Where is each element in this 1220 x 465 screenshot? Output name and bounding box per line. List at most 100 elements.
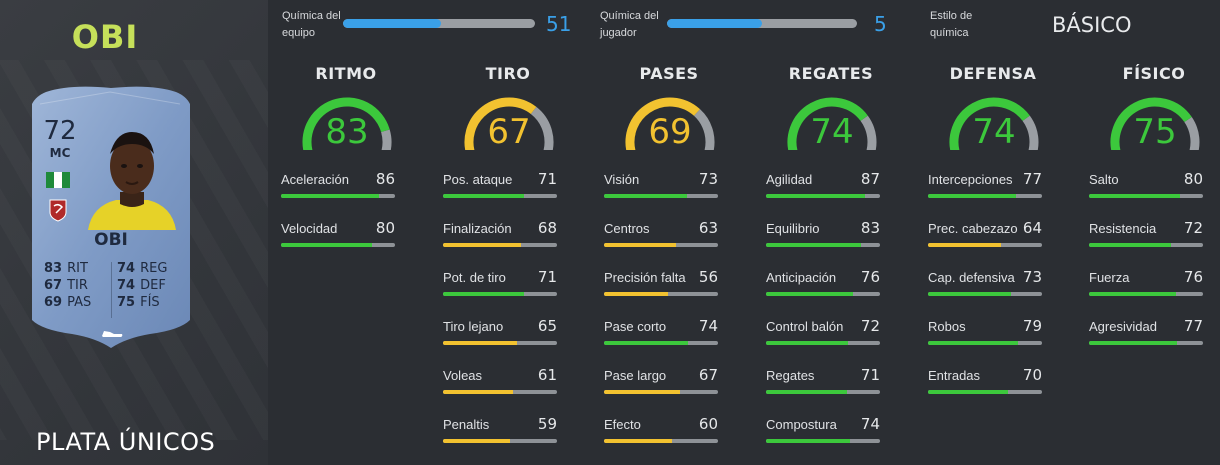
card-overall-rating: 72	[43, 116, 77, 146]
sub-stat-bar	[1089, 243, 1203, 247]
sub-stat-bar-fill	[604, 243, 676, 247]
sub-stat-bar	[281, 243, 395, 247]
sub-stat-name: Pot. de tiro	[443, 270, 506, 285]
sub-stat-name: Agresividad	[1089, 319, 1157, 334]
category-title: DEFENSA	[949, 64, 1037, 83]
sub-stat-name: Regates	[766, 368, 815, 383]
card-position: MC	[49, 146, 71, 160]
sub-stat-bar	[443, 341, 557, 345]
card-version-label: PLATA ÚNICOS	[36, 428, 216, 456]
sub-stat-bar-fill	[604, 439, 673, 443]
sub-stat-row: Finalización 68	[443, 219, 557, 268]
sub-stat-bar-fill	[928, 243, 1001, 247]
sub-stat-name: Resistencia	[1089, 221, 1157, 236]
nigeria-flag-icon	[46, 172, 70, 188]
card-stat-fis: 75 FÍS	[117, 295, 160, 310]
chemistry-style-value[interactable]: BÁSICO	[1052, 13, 1132, 37]
sub-stat-bar-fill	[443, 194, 524, 198]
team-chemistry-bar	[343, 19, 535, 28]
sub-stats-list: Agilidad 87 Equilibrio 83 Anticipación 76 Cont…	[766, 170, 880, 464]
sub-stat-bar-fill	[604, 341, 689, 345]
category-value: 75	[1133, 112, 1177, 152]
sub-stat-value: 80	[1183, 170, 1203, 188]
sub-stat-name: Precisión falta	[604, 270, 686, 285]
sub-stat-bar	[604, 292, 718, 296]
sub-stats-list: Intercepciones 77 Prec. cabezazo 64 Cap. def…	[928, 170, 1042, 415]
sub-stat-name: Efecto	[604, 417, 641, 432]
sub-stat-row: Equilibrio 83	[766, 219, 880, 268]
gauge-fill	[464, 97, 537, 150]
sub-stat-value: 72	[860, 317, 880, 335]
sub-stat-name: Pase largo	[604, 368, 667, 383]
sub-stat-name: Cap. defensiva	[928, 270, 1015, 285]
sub-stat-name: Equilibrio	[766, 221, 820, 236]
sub-stat-bar	[766, 243, 880, 247]
sub-stat-name: Compostura	[766, 417, 837, 432]
category-title: REGATES	[788, 64, 874, 83]
category-gauge	[787, 97, 877, 150]
sub-stat-bar	[604, 243, 718, 247]
sub-stat-bar	[1089, 341, 1203, 345]
sub-stat-bar	[928, 194, 1042, 198]
sub-stat-value: 59	[537, 415, 557, 433]
sub-stat-bar-fill	[443, 292, 524, 296]
sub-stat-bar-fill	[281, 243, 373, 247]
card-stats-divider	[111, 262, 112, 318]
sub-stat-value: 79	[1022, 317, 1042, 335]
sub-stat-name: Pos. ataque	[443, 172, 513, 187]
sub-stat-bar-fill	[443, 341, 518, 345]
sub-stat-name: Penaltis	[443, 417, 490, 432]
sub-stat-bar	[604, 390, 718, 394]
player-chemistry-label: Química del jugador	[600, 10, 659, 39]
category-title: PASES	[639, 64, 699, 83]
sub-stat-bar	[604, 439, 718, 443]
gauge-track	[693, 109, 715, 150]
sub-stat-value: 60	[698, 415, 718, 433]
category-value: 67	[487, 112, 531, 152]
sub-stat-bar-fill	[443, 390, 513, 394]
category-gauge	[464, 97, 554, 150]
sub-stat-bar	[604, 341, 718, 345]
sub-stat-bar	[1089, 194, 1203, 198]
sub-stat-row: Control balón 72	[766, 317, 880, 366]
category-title: RITMO	[315, 64, 377, 83]
player-card[interactable]: 72 MC OBI 83 RIT 74 REG 67 TIR 74 DEF 69 PAS …	[30, 84, 192, 348]
sub-stat-value: 72	[1183, 219, 1203, 237]
sub-stat-bar-fill	[928, 390, 1008, 394]
sub-stat-name: Centros	[604, 221, 650, 236]
sub-stat-bar-fill	[766, 292, 853, 296]
sub-stat-row: Compostura 74	[766, 415, 880, 464]
gauge-fill	[1110, 97, 1192, 150]
sub-stat-bar	[766, 292, 880, 296]
sub-stat-row: Precisión falta 56	[604, 268, 718, 317]
sub-stat-value: 71	[537, 170, 557, 188]
sub-stat-bar-fill	[443, 439, 511, 443]
sub-stat-bar-fill	[604, 292, 668, 296]
sub-stat-bar	[443, 194, 557, 198]
sub-stat-bar	[928, 243, 1042, 247]
sub-stat-bar-fill	[1089, 243, 1172, 247]
sub-stat-row: Fuerza 76	[1089, 268, 1203, 317]
sub-stat-bar-fill	[281, 194, 380, 198]
sub-stat-value: 77	[1183, 317, 1203, 335]
sub-stat-bar	[281, 194, 395, 198]
club-crest-icon	[49, 199, 67, 222]
card-player-name: OBI	[94, 230, 128, 250]
category-value: 74	[972, 112, 1016, 152]
sub-stat-value: 63	[698, 219, 718, 237]
sub-stat-name: Velocidad	[281, 221, 338, 236]
sub-stat-bar-fill	[1089, 194, 1181, 198]
sub-stat-row: Centros 63	[604, 219, 718, 268]
boot-icon	[102, 331, 123, 337]
sub-stat-name: Control balón	[766, 319, 844, 334]
sub-stat-value: 64	[1022, 219, 1042, 237]
sub-stat-value: 87	[860, 170, 880, 188]
chemistry-style-label: Estilo de química	[930, 10, 973, 39]
sub-stat-bar	[443, 292, 557, 296]
sub-stat-bar	[928, 292, 1042, 296]
category-title: FÍSICO	[1122, 64, 1186, 83]
sub-stat-row: Pos. ataque 71	[443, 170, 557, 219]
gauge-track	[1022, 115, 1039, 150]
sub-stat-bar-fill	[928, 341, 1019, 345]
sub-stat-bar	[928, 390, 1042, 394]
